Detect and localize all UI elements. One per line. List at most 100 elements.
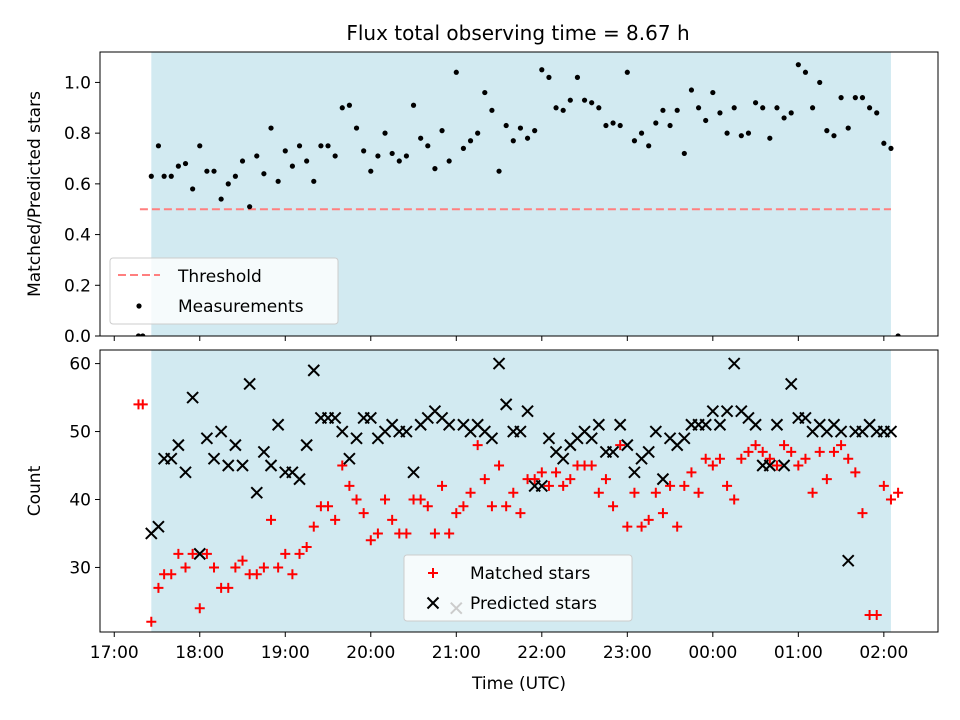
- matched-star-marker: [529, 474, 540, 485]
- predicted-star-marker: [606, 445, 620, 459]
- top-measurement-point: [802, 69, 809, 75]
- top-measurement-point: [524, 135, 531, 141]
- matched-star-marker: [764, 453, 775, 464]
- top-measurement-point: [895, 333, 901, 336]
- bottom-ylabel: Count: [25, 465, 45, 516]
- matched-star-marker: [586, 460, 597, 471]
- matched-star-marker: [636, 521, 647, 532]
- top-measurement-point: [617, 122, 623, 129]
- bottom-panel: 30 40 50 60 17:00 18:00 19:00 20:00 21:00 22:00 23…: [25, 349, 939, 694]
- top-measurement-point: [482, 89, 488, 96]
- top-measurement-point: [161, 173, 167, 179]
- top-ytick-label: 1.0: [64, 73, 91, 93]
- matched-star-marker: [814, 446, 825, 457]
- top-measurement-point: [190, 186, 196, 192]
- matched-star-marker: [344, 480, 355, 491]
- predicted-star-marker: [200, 432, 214, 445]
- bottom-axes-frame: [99, 349, 939, 633]
- predicted-star-marker: [400, 425, 413, 438]
- matched-star-marker: [372, 528, 383, 539]
- predicted-stars-legend-label: Predicted stars: [470, 594, 597, 614]
- top-measurement-point: [681, 150, 687, 157]
- matched-star-marker: [836, 440, 847, 451]
- top-measurement-point: [197, 143, 203, 149]
- bottom-legend: Matched stars Predicted stars: [403, 554, 633, 622]
- xtick-label: 02:00: [859, 643, 908, 663]
- top-measurement-point: [218, 196, 224, 202]
- predicted-star-marker: [799, 411, 812, 425]
- matched-star-marker: [707, 460, 718, 471]
- top-measurement-point: [567, 97, 573, 103]
- top-measurement-point: [703, 117, 709, 124]
- matched-star-marker: [230, 562, 241, 573]
- top-measurement-point: [532, 128, 538, 134]
- matched-star-marker: [750, 440, 761, 451]
- top-measurement-point: [574, 74, 581, 80]
- top-measurement-point: [432, 166, 438, 172]
- top-measurement-point: [496, 168, 502, 174]
- predicted-star-marker: [214, 425, 228, 438]
- matched-star-marker: [722, 480, 733, 491]
- predicted-star-marker: [556, 452, 570, 465]
- top-measurement-point: [239, 158, 246, 164]
- top-measurement-point: [211, 168, 217, 174]
- matched-star-marker: [629, 487, 640, 498]
- xtick-label: 17:00: [90, 643, 139, 663]
- matched-star-marker: [180, 562, 191, 573]
- matched-star-marker: [807, 487, 818, 498]
- matched-star-marker: [337, 460, 348, 471]
- top-measurement-point: [425, 143, 431, 149]
- predicted-star-marker: [264, 459, 278, 472]
- matched-star-marker: [301, 542, 312, 553]
- matched-star-marker: [465, 487, 476, 498]
- matched-star-marker: [287, 569, 298, 580]
- top-axes-frame: [99, 51, 939, 337]
- predicted-star-marker: [229, 438, 242, 452]
- top-measurement-point: [560, 107, 566, 113]
- xtick-label: 01:00: [774, 643, 823, 663]
- matched-star-marker: [665, 480, 676, 491]
- top-measurement-point: [731, 105, 737, 111]
- top-measurement-point: [874, 110, 880, 116]
- matched-star-marker: [194, 603, 205, 614]
- matched-star-marker: [444, 528, 455, 539]
- predicted-star-marker: [350, 432, 363, 445]
- matched-star-marker: [209, 562, 220, 573]
- predicted-star-marker: [364, 411, 377, 425]
- predicted-star-marker: [649, 425, 663, 438]
- top-measurement-point: [439, 128, 445, 134]
- top-measurement-point: [304, 158, 310, 164]
- matched-star-marker: [330, 514, 341, 525]
- predicted-star-marker: [699, 418, 712, 431]
- top-measurement-point: [767, 135, 773, 141]
- top-measurement-point: [845, 125, 851, 131]
- predicted-star-marker: [207, 452, 221, 465]
- matched-star-marker: [486, 501, 497, 512]
- matched-star-marker: [657, 508, 668, 519]
- matched-star-marker: [857, 508, 868, 519]
- predicted-star-marker: [521, 404, 534, 418]
- matched-star-marker: [793, 460, 804, 471]
- matched-star-marker: [543, 480, 554, 491]
- matched-star-marker: [693, 487, 704, 498]
- predicted-star-marker: [842, 554, 855, 567]
- top-measurement-point: [674, 107, 680, 113]
- top-measurement-point: [389, 150, 395, 157]
- top-measurement-point: [745, 130, 752, 136]
- top-measurement-point: [311, 178, 317, 184]
- top-measurement-point: [824, 128, 830, 134]
- top-measurement-point: [339, 105, 345, 111]
- top-measurement-point: [204, 168, 210, 174]
- matched-star-marker: [479, 474, 490, 485]
- predicted-star-marker: [442, 418, 456, 431]
- matched-star-marker: [608, 501, 619, 512]
- predicted-star-marker: [884, 425, 898, 438]
- predicted-star-marker: [770, 418, 784, 431]
- predicted-star-marker: [222, 459, 235, 472]
- top-ytick-label: 0.6: [64, 175, 91, 195]
- predicted-star-marker: [271, 418, 285, 431]
- predicted-star-marker: [165, 452, 178, 465]
- top-measurement-point: [859, 95, 866, 101]
- top-measurement-point: [688, 87, 695, 93]
